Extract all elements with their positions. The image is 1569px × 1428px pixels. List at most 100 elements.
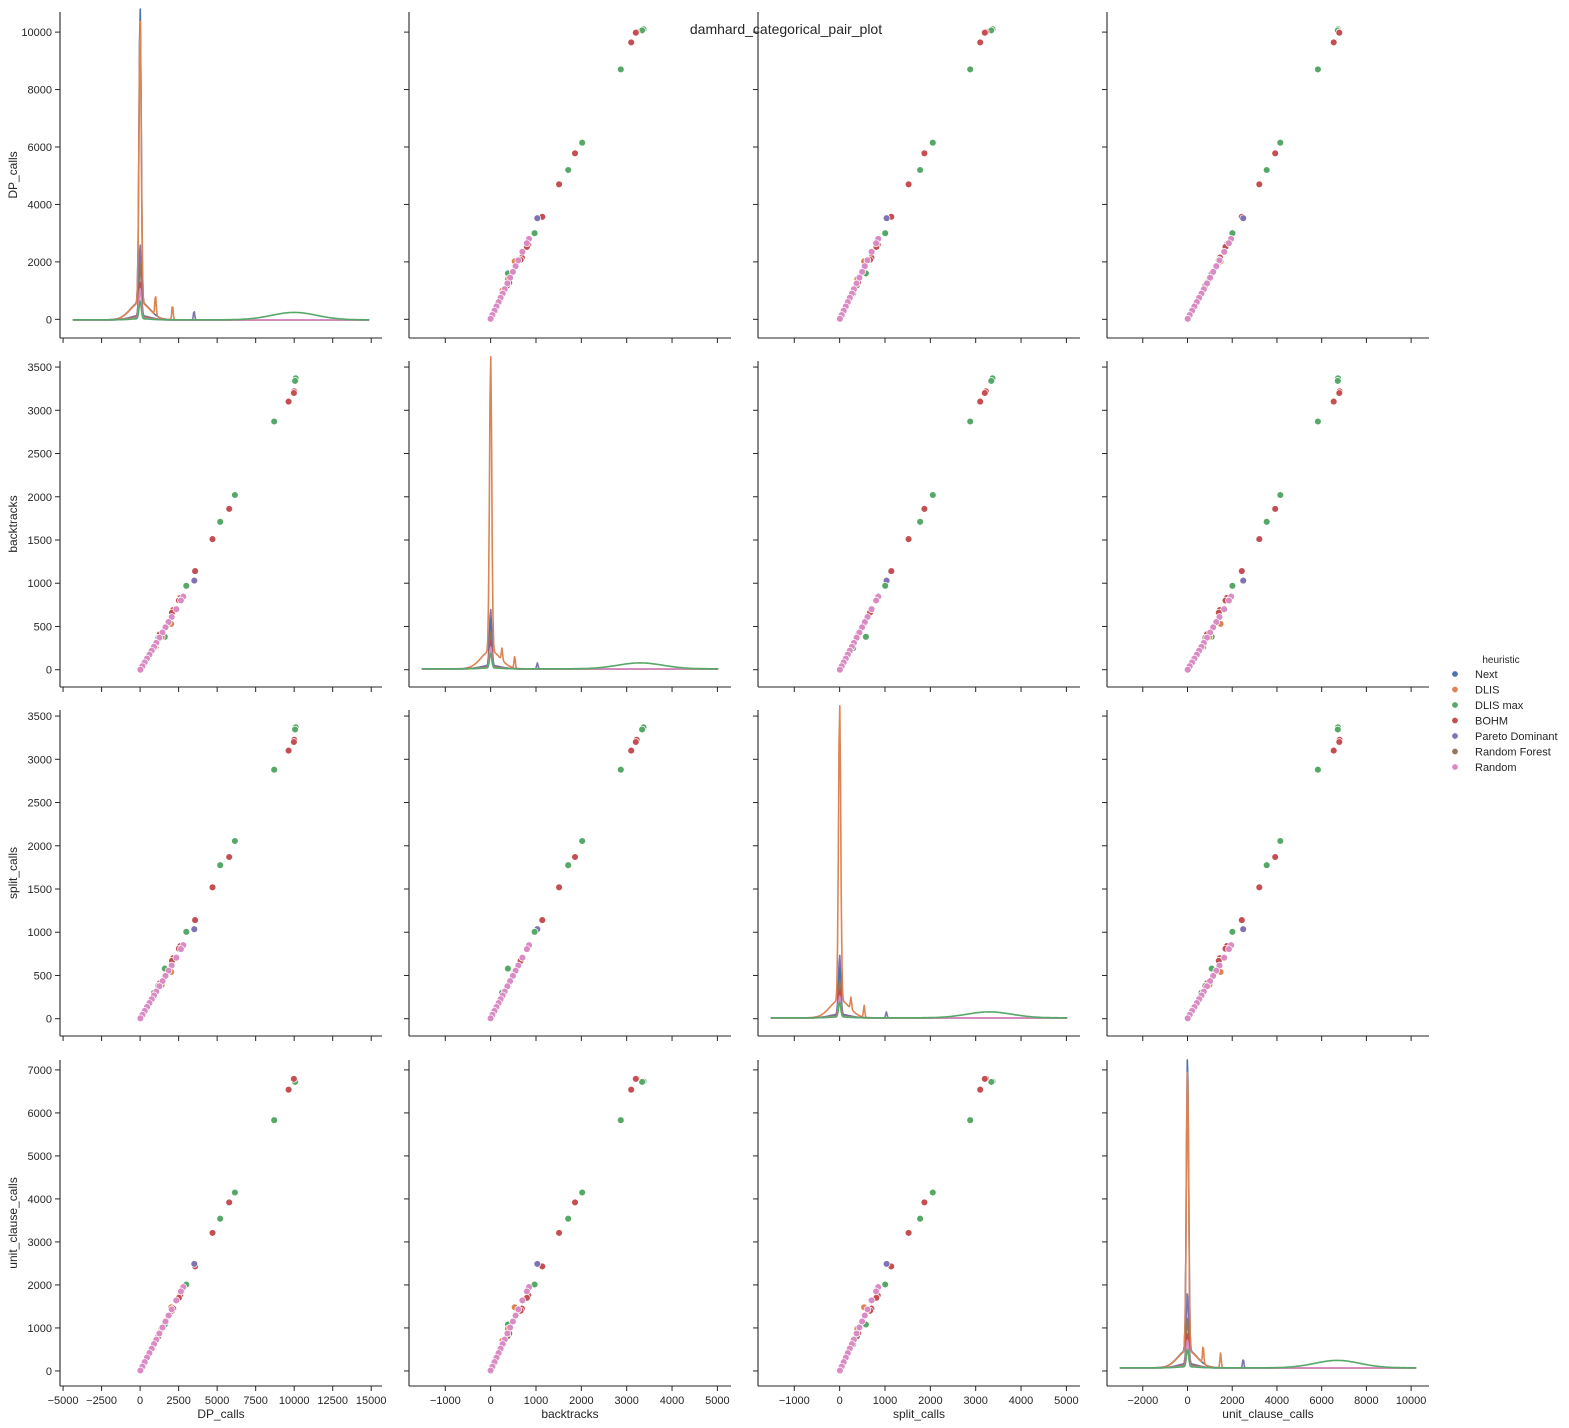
- y-tick-label: 10000: [21, 27, 52, 39]
- scatter-point: [632, 28, 640, 37]
- x-tick-label: 0: [488, 1395, 494, 1407]
- panel-grid: 0200040006000800010000DP_calls0500100015…: [6, 8, 1429, 1421]
- kde-curve-pareto-dominant: [421, 608, 719, 670]
- legend-label: Next: [1475, 669, 1498, 681]
- scatter-point: [1271, 853, 1279, 861]
- x-tick-label: 1000: [524, 1395, 548, 1407]
- scatter-point: [852, 1329, 861, 1338]
- x-tick-label: 15000: [356, 1395, 387, 1407]
- scatter-point: [863, 1305, 872, 1314]
- scatter-point: [1335, 28, 1344, 37]
- scatter-point: [1228, 582, 1237, 590]
- scatter-point: [987, 1078, 996, 1086]
- kde-curve-random: [1119, 1339, 1417, 1369]
- scatter-point: [1239, 214, 1247, 222]
- legend-marker: [1451, 685, 1459, 693]
- y-tick-label: 500: [34, 621, 52, 633]
- x-tick-label: 10000: [1396, 1395, 1427, 1407]
- scatter-point: [518, 248, 527, 256]
- scatter-point: [290, 738, 298, 746]
- scatter-point: [867, 248, 876, 256]
- x-tick-label: 7500: [243, 1395, 267, 1407]
- scatter-point: [627, 38, 635, 47]
- x-tick-label: 4000: [1265, 1395, 1289, 1407]
- scatter-point: [136, 1366, 145, 1375]
- scatter-point: [486, 1366, 495, 1375]
- scatter-point: [929, 491, 937, 499]
- scatter-point: [177, 596, 185, 605]
- scatter-point: [1276, 491, 1285, 499]
- scatter-point: [1255, 180, 1264, 189]
- scatter-point: [617, 765, 625, 774]
- scatter-point: [518, 1296, 527, 1305]
- scatter-point: [172, 953, 181, 962]
- y-tick-label: 2000: [28, 257, 52, 269]
- kde-curve-next: [1119, 1059, 1417, 1369]
- scatter-point: [164, 1311, 173, 1320]
- scatter-point: [904, 180, 913, 189]
- kde-curve-dlis-max: [421, 652, 719, 670]
- y-tick-label: 2000: [28, 492, 52, 504]
- scatter-point: [1209, 268, 1217, 276]
- scatter-point: [836, 665, 844, 674]
- x-tick-label: 5000: [1054, 1395, 1078, 1407]
- scatter-point: [1220, 605, 1228, 613]
- y-tick-label: 3000: [28, 1237, 52, 1249]
- scatter-point: [1335, 389, 1344, 397]
- scatter-point: [523, 945, 531, 953]
- x-tick-label: 0: [837, 1395, 843, 1407]
- x-tick-label: 3000: [614, 1395, 638, 1407]
- y-tick-label: 4000: [28, 199, 52, 211]
- kde-curve-dlis-max: [1119, 1348, 1417, 1369]
- scatter-point: [533, 1260, 542, 1268]
- scatter-point: [1314, 417, 1322, 426]
- x-tick-label: 2500: [166, 1395, 190, 1407]
- scatter-point: [509, 1317, 517, 1326]
- scatter-point: [1271, 505, 1279, 513]
- y-tick-label: 0: [46, 1366, 52, 1378]
- legend-label: BOHM: [1475, 716, 1508, 728]
- scatter-point: [564, 861, 572, 869]
- scatter-point: [191, 916, 199, 924]
- scatter-point: [617, 65, 625, 74]
- scatter-point: [638, 725, 646, 734]
- scatter-point: [881, 1280, 889, 1289]
- scatter-point: [1225, 239, 1233, 247]
- panel-unit_clause_calls-vs-DP_calls: −5000 −2500 0 2500 5000 7500 10000 12500 15000 0 1…: [6, 1060, 387, 1421]
- x-tick-label: 1000: [873, 1395, 897, 1407]
- scatter-point: [872, 239, 880, 247]
- x-tick-label: 2000: [569, 1395, 593, 1407]
- x-tick-label: 3000: [963, 1395, 987, 1407]
- scatter-point: [571, 853, 579, 861]
- x-tick-label: 0: [137, 1395, 143, 1407]
- scatter-point: [887, 567, 896, 575]
- scatter-point: [172, 605, 181, 613]
- scatter-point: [571, 1198, 579, 1207]
- y-tick-label: 8000: [28, 85, 52, 97]
- x-tick-label: 2000: [918, 1395, 942, 1407]
- scatter-point: [904, 535, 913, 543]
- x-tick-label: 4000: [1009, 1395, 1033, 1407]
- scatter-point: [1203, 279, 1211, 288]
- kde-curve-random-forest: [421, 630, 719, 670]
- scatter-point: [867, 1296, 876, 1305]
- scatter-point: [523, 1287, 531, 1296]
- legend-label: Random: [1475, 762, 1517, 774]
- scatter-point: [836, 315, 844, 323]
- y-tick-label: 3000: [28, 754, 52, 766]
- scatter-point: [486, 315, 495, 323]
- scatter-point: [231, 837, 239, 845]
- panel-DP_calls-vs-backtracks: [404, 12, 731, 343]
- scatter-point: [191, 567, 199, 575]
- scatter-point: [836, 1366, 844, 1375]
- y-axis-label: DP_calls: [6, 151, 20, 198]
- scatter-point: [190, 925, 199, 933]
- scatter-point: [172, 1296, 181, 1305]
- kde-curve-random: [770, 995, 1068, 1019]
- x-tick-label: 5000: [705, 1395, 729, 1407]
- panel-DP_calls-vs-unit_clause_calls: [1102, 12, 1429, 343]
- scatter-point: [1276, 837, 1285, 845]
- scatter-point: [161, 1317, 170, 1326]
- panel-unit_clause_calls-vs-split_calls: −1000 0 1000 2000 3000 4000 5000 split_calls: [753, 1060, 1080, 1421]
